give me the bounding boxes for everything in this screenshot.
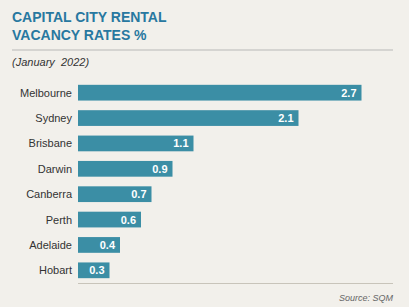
- y-tick-label: Perth: [46, 214, 72, 226]
- data-label: 0.3: [89, 264, 104, 276]
- data-label: 2.7: [341, 87, 356, 99]
- bar: [78, 110, 299, 126]
- data-label: 0.7: [131, 188, 146, 200]
- y-tick-label: Darwin: [38, 163, 72, 175]
- data-label: 0.9: [152, 163, 167, 175]
- y-tick-label: Melbourne: [20, 87, 72, 99]
- x-axis-line: [78, 283, 393, 284]
- title-line: CAPITAL CITY RENTAL: [12, 9, 167, 25]
- bar: [78, 85, 362, 101]
- data-label: 0.6: [121, 214, 136, 226]
- separator: [12, 50, 393, 51]
- chart-svg: CAPITAL CITY RENTAL VACANCY RATES % (Janua…: [0, 0, 409, 307]
- page: {"chart_data": {"type": "bar", "orientat…: [0, 0, 409, 307]
- chart-container: CAPITAL CITY RENTAL VACANCY RATES % (Janua…: [0, 0, 409, 307]
- bar: [78, 136, 194, 152]
- subtitle: (January 2022): [12, 56, 89, 68]
- bar: [78, 237, 120, 253]
- y-tick-label: Adelaide: [29, 239, 72, 251]
- bars: [78, 85, 362, 278]
- data-label: 1.1: [173, 137, 188, 149]
- bar: [78, 212, 141, 228]
- y-tick-label: Brisbane: [29, 137, 72, 149]
- title-line: VACANCY RATES %: [12, 27, 147, 43]
- y-tick-label: Sydney: [35, 112, 72, 124]
- y-tick-label: Hobart: [39, 264, 72, 276]
- data-label: 0.4: [100, 239, 116, 251]
- data-label: 2.1: [278, 112, 293, 124]
- background: [0, 0, 409, 307]
- labels: Melbourne 2.7 Sydney 2.1 Brisbane 1.1 Darwin 0.…: [20, 87, 356, 277]
- bar: [78, 262, 110, 278]
- title: CAPITAL CITY RENTAL VACANCY RATES %: [12, 9, 167, 43]
- y-tick-label: Canberra: [26, 188, 73, 200]
- bar: [78, 186, 152, 202]
- source-note: Source: SQM: [339, 293, 394, 303]
- bar: [78, 161, 173, 177]
